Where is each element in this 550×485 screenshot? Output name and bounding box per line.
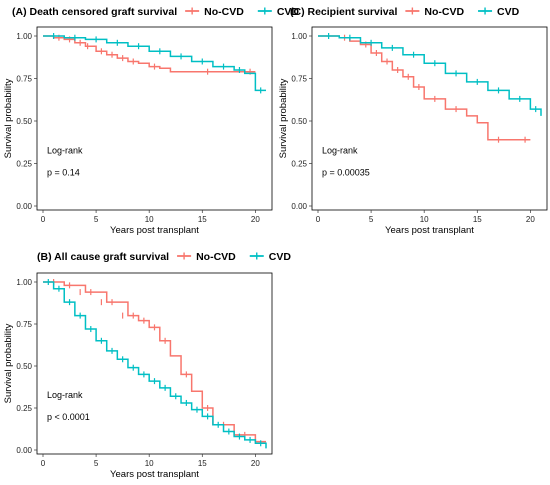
x-tick-label: 15 [473,215,482,224]
legend-item-no-cvd: No-CVD [177,251,236,263]
x-tick-label: 5 [94,215,99,224]
panel-title: (C) Recipient survival [290,6,397,18]
y-tick-label: 1.00 [291,32,307,41]
survival-curve [318,35,531,141]
y-tick-label: 0.75 [291,75,307,84]
y-tick-label: 0.75 [16,75,32,84]
x-tick-label: 5 [94,459,99,468]
x-tick-label: 20 [251,215,260,224]
log-rank-label: Log-rank [47,145,83,155]
legend-label: CVD [269,251,292,263]
panel-b: (B) All cause graft survival No-CVD CVD 0.0… [3,251,291,480]
y-tick-label: 0.50 [16,117,32,126]
y-tick-label: 0.25 [291,160,307,169]
y-tick-label: 0.75 [16,320,32,329]
panel-border [36,272,273,455]
x-tick-label: 10 [420,215,429,224]
series-no-cvd [318,34,531,143]
x-tick-label: 20 [251,459,260,468]
y-tick-label: 0.50 [291,117,307,126]
legend-label: No-CVD [424,6,464,18]
x-tick-label: 10 [145,215,154,224]
survival-curve [43,281,267,449]
y-tick-label: 1.00 [16,32,32,41]
legend-label: No-CVD [196,251,236,263]
x-tick-label: 5 [369,215,374,224]
x-tick-label: 0 [41,459,46,468]
x-tick-label: 20 [526,215,535,224]
log-rank-label: Log-rank [47,390,83,400]
x-axis-title: Years post transplant [385,225,474,236]
y-axis-title: Survival probability [278,78,289,158]
panel-title: (A) Death censored graft survival [12,6,177,18]
series-cvd [43,33,266,94]
y-tick-label: 0.00 [291,202,307,211]
x-axis-title: Years post transplant [110,469,199,480]
panel-title: (B) All cause graft survival [37,251,169,263]
legend-item-no-cvd: No-CVD [185,6,244,18]
legend-label: No-CVD [204,6,244,18]
x-tick-label: 0 [316,215,321,224]
y-axis-title: Survival probability [3,78,14,158]
x-tick-label: 10 [145,459,154,468]
p-value-label: p = 0.14 [47,167,80,177]
survival-curve [318,35,542,116]
series-no-cvd [43,34,256,75]
y-tick-label: 1.00 [16,278,32,287]
y-axis-title: Survival probability [3,323,14,403]
legend-item-cvd: CVD [257,6,300,18]
y-tick-label: 0.50 [16,362,32,371]
p-value-label: p = 0.00035 [322,167,370,177]
x-tick-label: 15 [198,215,207,224]
legend-item-cvd: CVD [249,251,292,263]
panel-border [36,26,273,211]
legend-item-cvd: CVD [478,6,520,18]
series-cvd [318,33,542,116]
x-axis-title: Years post transplant [110,225,199,236]
series-cvd [43,279,267,449]
log-rank-label: Log-rank [322,145,358,155]
p-value-label: p < 0.0001 [47,412,90,422]
y-tick-label: 0.25 [16,160,32,169]
panel-border [311,26,548,211]
panel-c: (C) Recipient survival No-CVD CVD 0.00 0.25 0… [278,6,548,236]
y-tick-label: 0.00 [16,446,32,455]
x-tick-label: 15 [198,459,207,468]
survival-curve [43,35,266,92]
x-tick-label: 0 [41,215,46,224]
panel-a: (A) Death censored graft survival No-CVD C… [3,6,299,236]
y-tick-label: 0.00 [16,202,32,211]
y-tick-label: 0.25 [16,404,32,413]
legend-label: CVD [277,6,300,18]
legend-label: CVD [497,6,520,18]
legend-item-no-cvd: No-CVD [405,6,464,18]
